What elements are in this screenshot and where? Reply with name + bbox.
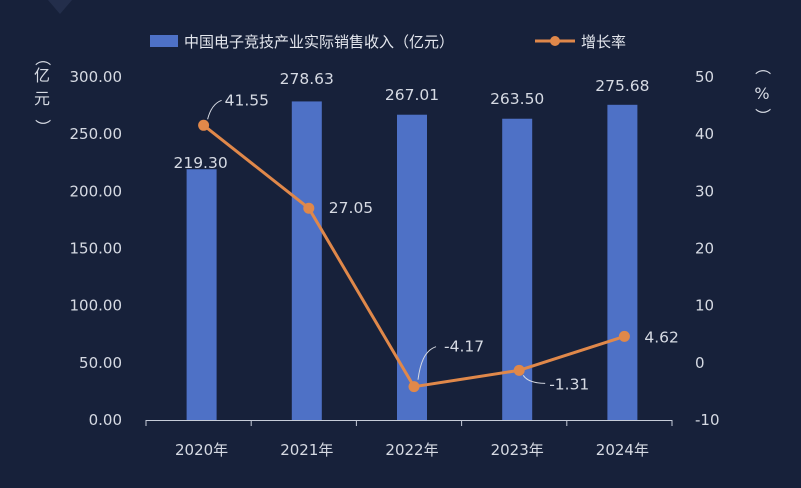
legend-bar-swatch (150, 35, 178, 47)
left-tick-label: 200.00 (70, 182, 123, 200)
growth-point (303, 202, 315, 214)
leader-line (417, 346, 437, 380)
leader-line (207, 99, 222, 120)
growth-point (198, 119, 210, 131)
growth-point (408, 381, 420, 393)
legend: 中国电子竞技产业实际销售收入（亿元） 增长率 (150, 33, 626, 51)
left-tick-label: 50.00 (79, 354, 122, 372)
left-axis-unit-char: （ (33, 50, 52, 66)
x-tick-label: 2020年 (175, 441, 228, 459)
right-axis-unit-char: （ (753, 59, 772, 75)
x-tick-label: 2023年 (491, 441, 544, 459)
left-tick-label: 250.00 (70, 125, 123, 143)
right-tick-label: -10 (695, 411, 720, 429)
bar-value-label: 267.01 (385, 86, 439, 104)
bar-value-label: 263.50 (490, 90, 544, 108)
left-tick-label: 150.00 (70, 240, 123, 258)
x-tick-label: 2022年 (385, 441, 438, 459)
legend-bar-label: 中国电子竞技产业实际销售收入（亿元） (184, 33, 454, 51)
bar-value-label: 275.68 (595, 77, 649, 95)
growth-value-label: -1.31 (549, 375, 589, 393)
growth-point (618, 330, 630, 342)
left-axis-unit-char: 亿 (34, 66, 50, 85)
growth-value-label: 27.05 (329, 199, 373, 217)
bar-series (186, 101, 638, 421)
x-axis (145, 420, 673, 426)
growth-value-label: 4.62 (644, 328, 679, 346)
leader-line (522, 375, 546, 384)
left-axis-unit-char: 元 (34, 89, 50, 108)
right-tick-label: 10 (695, 297, 714, 315)
right-axis-unit-char: ） (753, 108, 772, 124)
right-axis-unit: （% ） (753, 59, 772, 124)
x-tick-label: 2021年 (280, 441, 333, 459)
left-tick-label: 300.00 (70, 68, 123, 86)
bar (186, 169, 217, 420)
data-labels: 219.30 278.63 267.01 263.50 275.68 41.55 27.05… (173, 70, 678, 393)
growth-point (513, 364, 525, 376)
bar (397, 114, 427, 420)
right-tick-label: 0 (695, 354, 705, 372)
right-axis-ticks: -10 0 10 20 30 40 50 (695, 68, 720, 429)
growth-value-label: 41.55 (225, 91, 269, 109)
x-axis-tick-labels: 2020年 2021年 2022年 2023年 2024年 (175, 441, 649, 459)
bar-value-label: 278.63 (280, 70, 334, 88)
legend-line-marker (550, 36, 560, 46)
left-axis-ticks: 0.00 50.00 100.00 150.00 200.00 250.00 300.00 (70, 68, 123, 429)
right-tick-label: 20 (695, 240, 714, 258)
bar-value-label: 219.30 (173, 154, 227, 172)
left-axis-unit: （亿元 ） (33, 50, 52, 135)
left-tick-label: 0.00 (89, 411, 122, 429)
line-series (198, 119, 630, 393)
bar (291, 101, 322, 420)
legend-line-label: 增长率 (581, 33, 626, 51)
x-tick-label: 2024年 (596, 441, 649, 459)
right-tick-label: 30 (695, 182, 714, 200)
bar (607, 104, 638, 420)
left-tick-label: 100.00 (70, 297, 123, 315)
left-axis-unit-char: ） (33, 119, 52, 135)
right-axis-unit-char: % (754, 84, 769, 103)
right-tick-label: 40 (695, 125, 714, 143)
growth-value-label: -4.17 (444, 338, 484, 356)
right-tick-label: 50 (695, 68, 714, 86)
